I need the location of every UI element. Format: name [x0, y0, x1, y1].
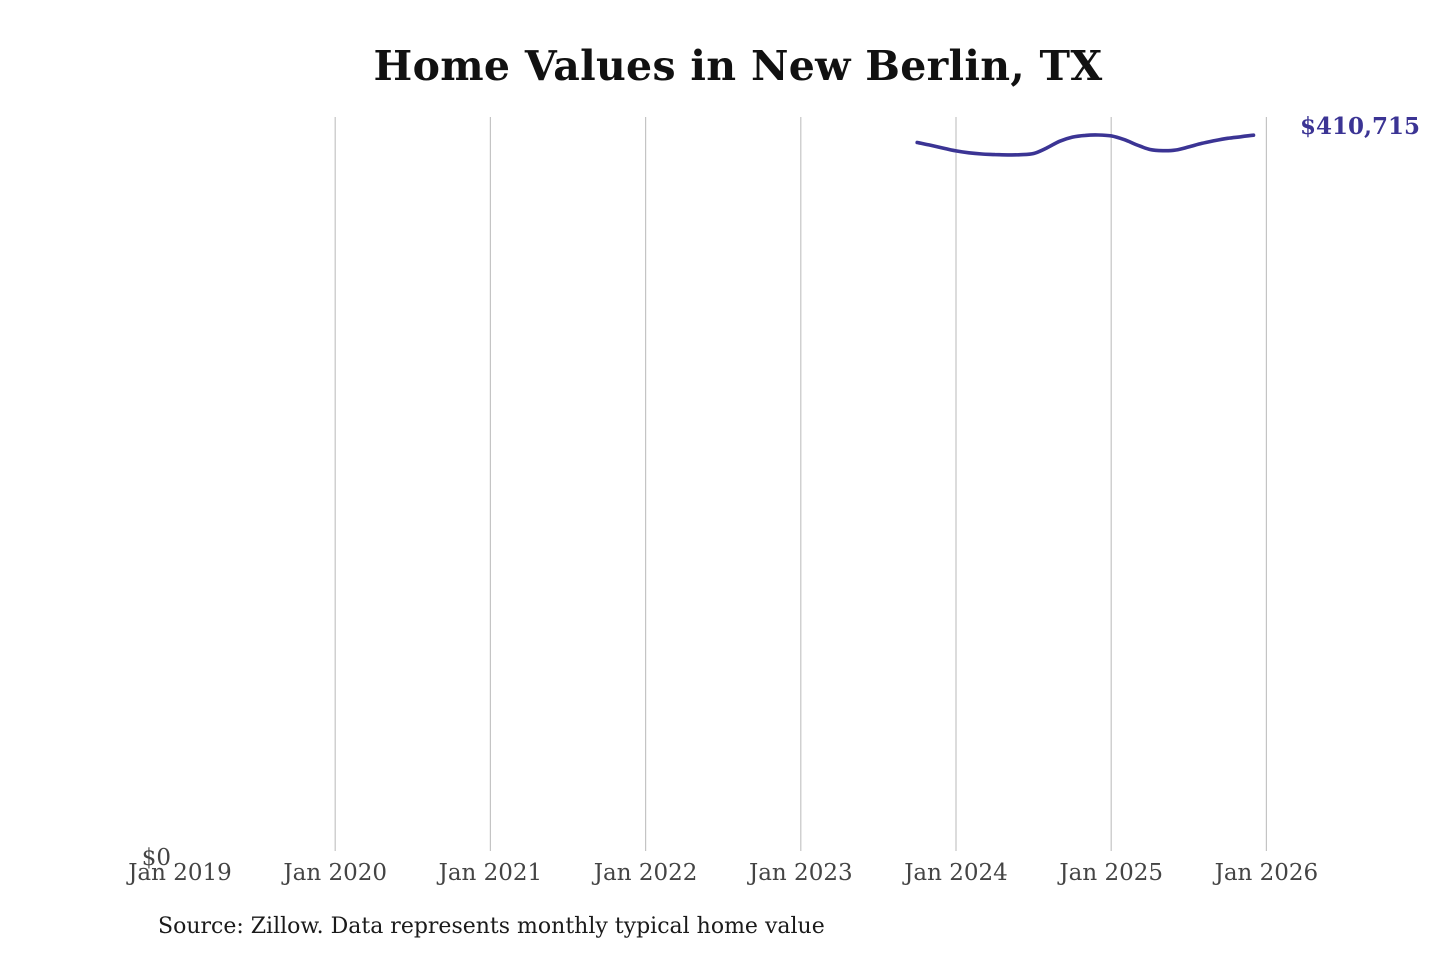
y-axis-tick-labels: $0	[142, 845, 171, 871]
source-note: Source: Zillow. Data represents monthly …	[158, 914, 825, 939]
y-tick-label: $0	[142, 845, 171, 871]
grid-lines	[334, 117, 1268, 851]
x-tick-label: Jan 2024	[902, 860, 1008, 886]
chart-title: Home Values in New Berlin, TX	[373, 42, 1103, 90]
x-tick-label: Jan 2025	[1057, 860, 1163, 886]
x-tick-label: Jan 2019	[126, 860, 232, 886]
series-layer	[915, 133, 1256, 157]
end-value-label: $410,715	[1300, 113, 1420, 140]
series-line	[915, 133, 1256, 157]
x-tick-label: Jan 2020	[281, 860, 387, 886]
end-value-label-layer: $410,715	[1300, 113, 1420, 140]
x-tick-label: Jan 2023	[747, 860, 853, 886]
x-axis-tick-labels: Jan 2019 Jan 2020 Jan 2021 Jan 2022 Jan 2023…	[126, 860, 1318, 886]
x-tick-label: Jan 2026	[1213, 860, 1319, 886]
x-tick-label: Jan 2021	[437, 860, 543, 886]
x-tick-label: Jan 2022	[592, 860, 698, 886]
